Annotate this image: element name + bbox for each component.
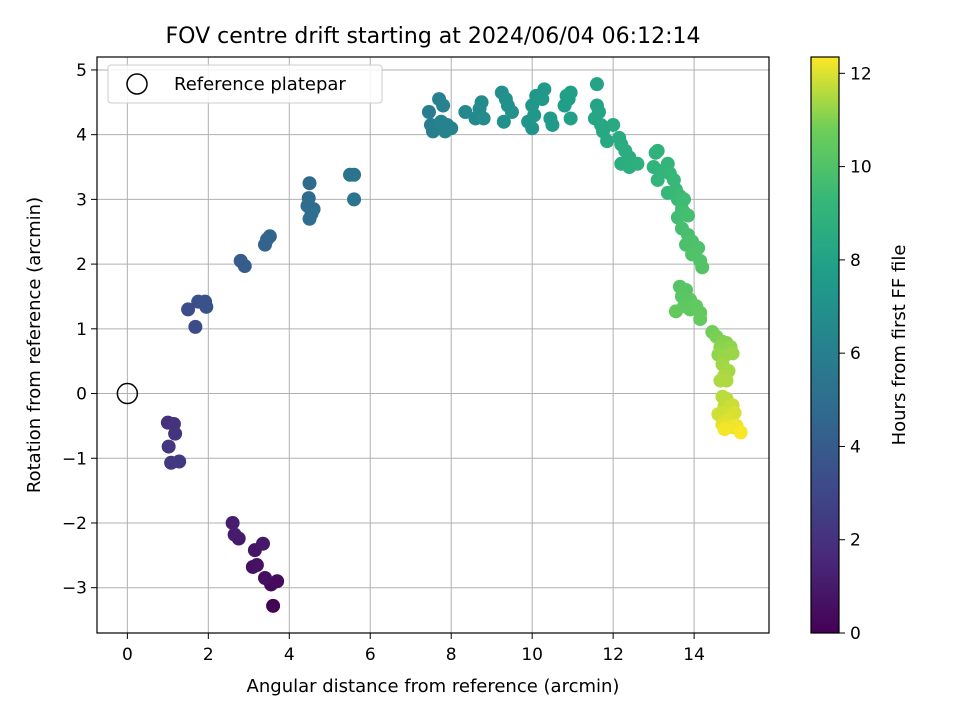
x-tick-label: 10	[521, 645, 543, 665]
data-point	[589, 77, 604, 92]
colorbar: 0 2 4 6 8 10 12 Hours from first FF file	[810, 56, 910, 644]
data-point	[668, 304, 683, 319]
x-axis-label: Angular distance from reference (arcmin)	[247, 676, 620, 697]
data-point	[693, 312, 708, 327]
x-tick-label: 2	[203, 645, 214, 665]
data-point	[733, 425, 748, 440]
data-point	[347, 167, 362, 182]
reference-platepar-marker	[116, 382, 139, 405]
data-point	[563, 111, 578, 126]
data-point	[681, 208, 696, 223]
data-point	[606, 117, 621, 132]
y-tick-label: −1	[62, 449, 87, 469]
y-axis-label: Rotation from reference (arcmin)	[24, 197, 45, 493]
data-point	[525, 121, 540, 136]
data-point	[172, 454, 187, 469]
data-point	[444, 121, 459, 136]
data-point	[563, 85, 578, 100]
colorbar-bar	[810, 56, 840, 634]
data-point	[168, 426, 183, 441]
data-point	[458, 105, 473, 120]
data-point	[527, 108, 542, 123]
colorbar-ticks: 0 2 4 6 8 10 12	[839, 64, 872, 644]
data-point	[181, 302, 196, 317]
data-point	[474, 95, 489, 110]
colorbar-tick-label: 2	[850, 531, 861, 551]
data-point	[421, 105, 436, 120]
data-point	[161, 439, 176, 454]
data-point	[270, 574, 285, 589]
data-point	[347, 192, 362, 207]
y-tick-label: 0	[76, 385, 87, 405]
data-point	[302, 176, 317, 191]
data-point	[600, 134, 615, 149]
data-point	[434, 114, 449, 129]
x-tick-label: 6	[365, 645, 376, 665]
data-point	[650, 143, 665, 158]
legend: Reference platepar	[107, 64, 383, 104]
data-point	[199, 299, 214, 314]
data-point	[258, 570, 272, 585]
data-point	[266, 598, 281, 613]
data-point	[498, 92, 513, 107]
colorbar-tick-label: 10	[850, 158, 872, 178]
legend-box	[107, 64, 383, 104]
data-point	[476, 111, 491, 126]
data-point	[188, 319, 203, 334]
data-point	[717, 422, 732, 437]
y-tick-label: −2	[62, 514, 87, 534]
colorbar-tick-label: 6	[850, 344, 861, 364]
data-point	[545, 117, 560, 132]
plot-frame	[96, 56, 770, 634]
colorbar-tick-label: 4	[850, 437, 861, 457]
data-point	[302, 211, 317, 226]
data-point	[237, 259, 252, 274]
colorbar-tick-label: 0	[850, 624, 861, 644]
y-axis-ticks: −3 −2 −1 0 1 2 3 4 5	[62, 61, 97, 599]
x-tick-label: 4	[284, 645, 295, 665]
x-tick-label: 12	[602, 645, 624, 665]
y-tick-label: 2	[76, 255, 87, 275]
data-point	[695, 260, 710, 275]
x-axis-ticks: 0 2 4 6 8 10 12 14	[122, 633, 705, 665]
grid	[97, 57, 769, 633]
data-point	[255, 536, 270, 551]
data-points	[160, 77, 748, 613]
x-tick-label: 14	[683, 645, 705, 665]
data-point	[496, 114, 511, 129]
legend-marker	[126, 73, 148, 95]
chart-title: FOV centre drift starting at 2024/06/04 …	[166, 24, 701, 49]
colorbar-label: Hours from first FF file	[889, 245, 910, 446]
y-tick-label: 1	[76, 320, 87, 340]
y-tick-label: 5	[76, 61, 87, 81]
colorbar-tick-label: 12	[850, 64, 872, 84]
x-tick-label: 8	[446, 645, 457, 665]
data-point	[504, 105, 519, 120]
y-tick-label: −3	[62, 579, 87, 599]
data-point	[713, 373, 728, 388]
y-tick-label: 4	[76, 126, 87, 146]
data-point	[426, 124, 440, 139]
legend-label: Reference platepar	[174, 74, 346, 95]
data-point	[262, 229, 277, 244]
colorbar-tick-label: 8	[850, 251, 861, 271]
data-point	[225, 515, 240, 530]
data-point	[436, 98, 451, 113]
data-point	[227, 527, 242, 542]
data-point	[725, 346, 740, 361]
y-tick-label: 3	[76, 190, 87, 210]
data-point	[630, 156, 645, 171]
data-point	[249, 558, 264, 573]
x-tick-label: 0	[122, 645, 133, 665]
data-point	[537, 82, 552, 97]
